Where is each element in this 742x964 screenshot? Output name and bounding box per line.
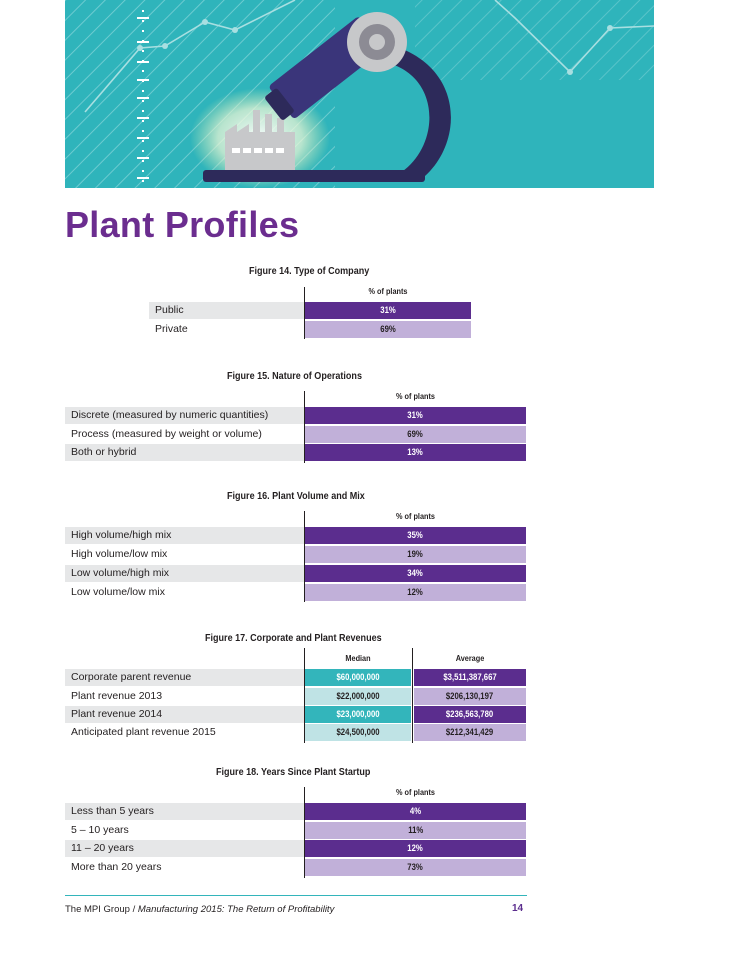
column-header: % of plants bbox=[368, 286, 408, 296]
value-bar: 35% bbox=[305, 527, 526, 544]
average-value: $206,130,197 bbox=[414, 688, 526, 705]
row-label: Corporate parent revenue bbox=[65, 669, 304, 686]
row-label: Low volume/high mix bbox=[65, 565, 304, 582]
footer-org: The MPI Group bbox=[65, 904, 130, 915]
figure-title: Figure 18. Years Since Plant Startup bbox=[216, 766, 371, 778]
value-bar: 11% bbox=[305, 822, 526, 839]
footer-separator: / bbox=[129, 904, 138, 915]
divider bbox=[304, 648, 305, 743]
median-value: $60,000,000 bbox=[305, 669, 411, 686]
value-bar: 12% bbox=[305, 584, 526, 601]
row-label: 11 – 20 years bbox=[65, 840, 304, 857]
row-label: Private bbox=[155, 323, 188, 335]
average-value: $236,563,780 bbox=[414, 706, 526, 723]
row-label: Plant revenue 2014 bbox=[65, 706, 304, 723]
footer-publication: Manufacturing 2015: The Return of Profit… bbox=[137, 904, 335, 915]
median-value: $24,500,000 bbox=[305, 724, 411, 741]
row-label: Anticipated plant revenue 2015 bbox=[71, 726, 216, 738]
figure-title: Figure 17. Corporate and Plant Revenues bbox=[205, 632, 382, 644]
average-value: $212,341,429 bbox=[414, 724, 526, 741]
footer-divider bbox=[65, 895, 527, 896]
page-number: 14 bbox=[512, 903, 524, 914]
value-bar: 4% bbox=[305, 803, 526, 820]
page-title: Plant Profiles bbox=[65, 204, 300, 245]
divider bbox=[304, 787, 305, 878]
average-value: $3,511,387,667 bbox=[414, 669, 526, 686]
row-label: High volume/high mix bbox=[65, 527, 304, 544]
value-bar: 69% bbox=[305, 321, 471, 338]
figure-title: Figure 14. Type of Company bbox=[249, 265, 370, 277]
row-label: 5 – 10 years bbox=[71, 824, 129, 836]
value-bar: 31% bbox=[305, 302, 471, 319]
value-bar: 31% bbox=[305, 407, 526, 424]
divider bbox=[412, 648, 413, 743]
value-bar: 34% bbox=[305, 565, 526, 582]
microscope-over-factory-illustration bbox=[65, 0, 654, 188]
value-bar: 19% bbox=[305, 546, 526, 563]
divider bbox=[304, 391, 305, 463]
value-bar: 13% bbox=[305, 444, 526, 461]
value-bar: 12% bbox=[305, 840, 526, 857]
column-header-median: Median bbox=[345, 653, 371, 663]
divider bbox=[304, 511, 305, 602]
median-value: $22,000,000 bbox=[305, 688, 411, 705]
row-label: Discrete (measured by numeric quantities… bbox=[65, 407, 304, 424]
row-label: High volume/low mix bbox=[71, 548, 168, 560]
median-value: $23,000,000 bbox=[305, 706, 411, 723]
figure-title: Figure 15. Nature of Operations bbox=[227, 370, 362, 382]
value-bar: 73% bbox=[305, 859, 526, 876]
column-header: % of plants bbox=[396, 787, 435, 797]
column-header: % of plants bbox=[396, 391, 435, 401]
divider bbox=[304, 287, 305, 339]
row-label: More than 20 years bbox=[71, 861, 162, 873]
row-label: Process (measured by weight or volume) bbox=[71, 428, 262, 440]
hero-illustration bbox=[65, 0, 654, 188]
row-label: Plant revenue 2013 bbox=[71, 690, 163, 702]
row-label: Less than 5 years bbox=[65, 803, 304, 820]
column-header-average: Average bbox=[455, 653, 485, 663]
column-header: % of plants bbox=[396, 511, 435, 521]
value-bar: 69% bbox=[305, 426, 526, 443]
row-label: Public bbox=[149, 302, 304, 319]
footer-citation: The MPI Group / Manufacturing 2015: The … bbox=[65, 904, 334, 915]
row-label: Low volume/low mix bbox=[71, 586, 165, 598]
row-label: Both or hybrid bbox=[65, 444, 304, 461]
figure-title: Figure 16. Plant Volume and Mix bbox=[227, 490, 365, 502]
